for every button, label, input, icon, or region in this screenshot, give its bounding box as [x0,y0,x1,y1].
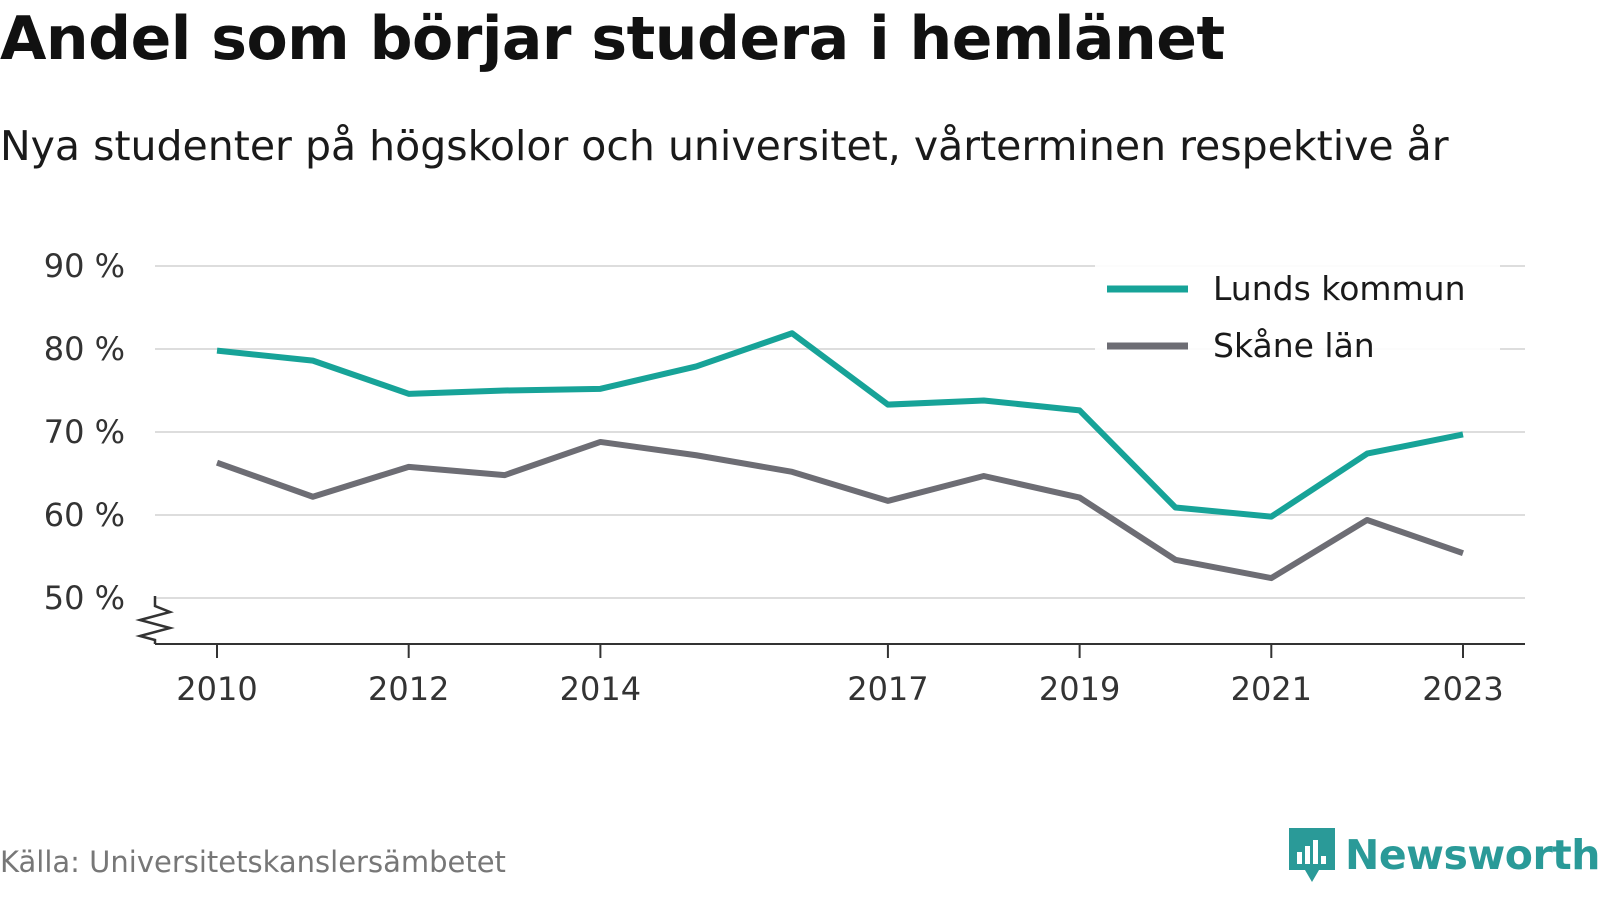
source-note: Källa: Universitetskanslersämbetet [0,845,506,879]
line-chart: 50 % 60 % 70 % 80 % 90 % 2010 2012 2014 2017 201… [44,247,1525,708]
chart-title: Andel som börjar studera i hemlänet [0,4,1225,74]
x-tick-label: 2014 [560,670,641,708]
y-tick-label: 60 % [44,496,125,534]
legend-label: Skåne län [1213,326,1375,365]
legend-box [1095,262,1500,372]
y-tick-label: 70 % [44,413,125,451]
series-line [215,438,1464,582]
brand-logo: Newsworthy [1287,826,1600,884]
x-tick-label: 2023 [1422,670,1503,708]
series-line [216,330,1464,520]
newsworthy-logo-icon [1289,828,1335,882]
x-tick-label: 2012 [368,670,449,708]
brand-name: Newsworthy [1345,831,1600,879]
y-tick-label: 50 % [44,579,125,617]
y-tick-label: 80 % [44,330,125,368]
chart-subtitle: Nya studenter på högskolor och universit… [0,122,1449,170]
legend-label: Lunds kommun [1213,269,1466,308]
x-tick-label: 2021 [1231,670,1312,708]
axis-break-icon [135,596,175,644]
x-tick-label: 2019 [1039,670,1120,708]
x-tick-label: 2010 [176,670,257,708]
x-tick-label: 2017 [847,670,928,708]
y-tick-label: 90 % [44,247,125,285]
